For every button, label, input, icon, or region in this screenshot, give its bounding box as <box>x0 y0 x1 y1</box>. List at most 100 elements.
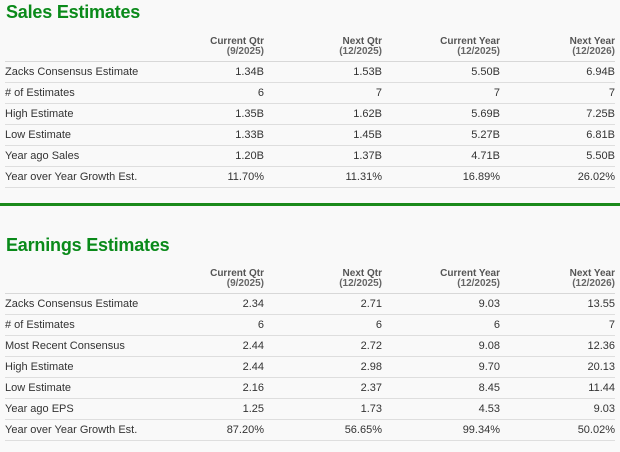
cell-value: 13.55 <box>500 293 615 315</box>
column-period: (12/2026) <box>572 46 615 57</box>
cell-value: 2.34 <box>165 293 264 315</box>
header-next-qtr: Next Qtr (12/2025) <box>264 265 382 294</box>
row-label: # of Estimates <box>5 82 165 104</box>
header-next-year: Next Year (12/2026) <box>500 33 615 62</box>
table-header-row: Current Qtr (9/2025) Next Qtr (12/2025) Cu… <box>5 33 615 62</box>
cell-value: 7 <box>500 314 615 336</box>
earnings-estimates-table: Current Qtr (9/2025) Next Qtr (12/2025) Cu… <box>5 265 615 441</box>
cell-value: 1.62B <box>264 103 382 125</box>
row-label: High Estimate <box>5 103 165 125</box>
table-row: Year ago EPS 1.25 1.73 4.53 9.03 <box>5 398 615 420</box>
header-label-column <box>5 33 165 62</box>
column-label: Next Qtr <box>342 268 382 279</box>
cell-value: 1.25 <box>165 398 264 420</box>
cell-value: 9.03 <box>382 293 500 315</box>
column-period: (9/2025) <box>226 46 264 57</box>
cell-value: 7 <box>500 82 615 104</box>
cell-value: 5.50B <box>500 145 615 167</box>
cell-value: 1.53B <box>264 61 382 83</box>
table-row: Zacks Consensus Estimate 2.34 2.71 9.03 … <box>5 293 615 315</box>
column-period: (12/2025) <box>457 278 500 289</box>
cell-value: 12.36 <box>500 335 615 357</box>
cell-value: 7 <box>382 82 500 104</box>
cell-value: 9.08 <box>382 335 500 357</box>
cell-value: 5.50B <box>382 61 500 83</box>
row-label: High Estimate <box>5 356 165 378</box>
table-row: High Estimate 2.44 2.98 9.70 20.13 <box>5 356 615 378</box>
cell-value: 9.03 <box>500 398 615 420</box>
cell-value: 6.94B <box>500 61 615 83</box>
sales-estimates-table: Current Qtr (9/2025) Next Qtr (12/2025) Cu… <box>5 33 615 188</box>
cell-value: 5.27B <box>382 124 500 146</box>
cell-value: 11.70% <box>165 166 264 188</box>
column-label: Current Qtr <box>210 36 264 47</box>
cell-value: 8.45 <box>382 377 500 399</box>
cell-value: 56.65% <box>264 419 382 441</box>
header-current-year: Current Year (12/2025) <box>382 265 500 294</box>
cell-value: 2.44 <box>165 335 264 357</box>
row-label: Most Recent Consensus <box>5 335 165 357</box>
header-next-qtr: Next Qtr (12/2025) <box>264 33 382 62</box>
cell-value: 7 <box>264 82 382 104</box>
row-label: Zacks Consensus Estimate <box>5 293 165 315</box>
cell-value: 1.45B <box>264 124 382 146</box>
row-label: Low Estimate <box>5 377 165 399</box>
cell-value: 6 <box>165 314 264 336</box>
column-period: (12/2025) <box>457 46 500 57</box>
table-row: # of Estimates 6 6 6 7 <box>5 314 615 336</box>
cell-value: 1.33B <box>165 124 264 146</box>
row-label: Year ago Sales <box>5 145 165 167</box>
column-label: Current Year <box>440 268 500 279</box>
cell-value: 4.53 <box>382 398 500 420</box>
cell-value: 50.02% <box>500 419 615 441</box>
column-period: (12/2025) <box>339 46 382 57</box>
table-row: Year over Year Growth Est. 87.20% 56.65%… <box>5 419 615 441</box>
column-period: (12/2026) <box>572 278 615 289</box>
cell-value: 1.35B <box>165 103 264 125</box>
cell-value: 20.13 <box>500 356 615 378</box>
row-label: Low Estimate <box>5 124 165 146</box>
column-label: Current Qtr <box>210 268 264 279</box>
cell-value: 1.34B <box>165 61 264 83</box>
header-label-column <box>5 265 165 294</box>
column-label: Next Year <box>569 36 615 47</box>
row-label: Year over Year Growth Est. <box>5 419 165 441</box>
cell-value: 2.71 <box>264 293 382 315</box>
cell-value: 2.98 <box>264 356 382 378</box>
sales-estimates-title: Sales Estimates <box>6 2 141 22</box>
column-label: Current Year <box>440 36 500 47</box>
header-next-year: Next Year (12/2026) <box>500 265 615 294</box>
row-label: Year over Year Growth Est. <box>5 166 165 188</box>
table-row: # of Estimates 6 7 7 7 <box>5 82 615 104</box>
cell-value: 99.34% <box>382 419 500 441</box>
cell-value: 1.73 <box>264 398 382 420</box>
cell-value: 9.70 <box>382 356 500 378</box>
cell-value: 6 <box>165 82 264 104</box>
header-current-qtr: Current Qtr (9/2025) <box>165 265 264 294</box>
cell-value: 2.44 <box>165 356 264 378</box>
cell-value: 11.31% <box>264 166 382 188</box>
column-period: (9/2025) <box>226 278 264 289</box>
column-label: Next Qtr <box>342 36 382 47</box>
cell-value: 2.72 <box>264 335 382 357</box>
table-row: Most Recent Consensus 2.44 2.72 9.08 12.… <box>5 335 615 357</box>
table-row: Zacks Consensus Estimate 1.34B 1.53B 5.5… <box>5 61 615 83</box>
row-label: Year ago EPS <box>5 398 165 420</box>
table-row: Year over Year Growth Est. 11.70% 11.31%… <box>5 166 615 188</box>
cell-value: 5.69B <box>382 103 500 125</box>
row-label: # of Estimates <box>5 314 165 336</box>
table-row: Year ago Sales 1.20B 1.37B 4.71B 5.50B <box>5 145 615 167</box>
column-label: Next Year <box>569 268 615 279</box>
section-divider <box>0 203 620 206</box>
cell-value: 4.71B <box>382 145 500 167</box>
table-row: High Estimate 1.35B 1.62B 5.69B 7.25B <box>5 103 615 125</box>
cell-value: 7.25B <box>500 103 615 125</box>
earnings-estimates-title: Earnings Estimates <box>6 235 170 255</box>
header-current-year: Current Year (12/2025) <box>382 33 500 62</box>
table-row: Low Estimate 1.33B 1.45B 5.27B 6.81B <box>5 124 615 146</box>
row-label: Zacks Consensus Estimate <box>5 61 165 83</box>
cell-value: 26.02% <box>500 166 615 188</box>
cell-value: 6.81B <box>500 124 615 146</box>
cell-value: 16.89% <box>382 166 500 188</box>
table-header-row: Current Qtr (9/2025) Next Qtr (12/2025) Cu… <box>5 265 615 294</box>
